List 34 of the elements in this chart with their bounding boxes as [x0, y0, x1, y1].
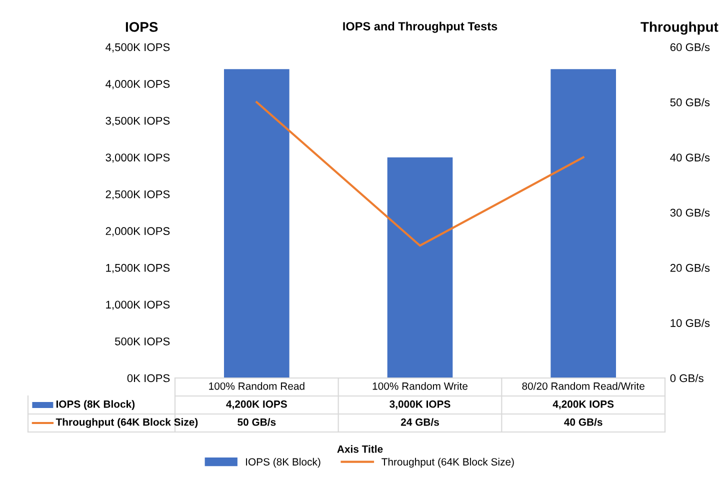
y2-axis-title: Throughput: [640, 22, 718, 35]
y-axis-title: IOPS: [126, 22, 158, 32]
legend-label: Throughput (64K Block Size): [56, 418, 198, 428]
data-label: 4,200K IOPS: [552, 400, 614, 410]
y-tick-label: 2,000K IOPS: [106, 227, 170, 236]
y2-tick-label: 60 GB/s: [670, 42, 710, 52]
y-tick-label: 3,000K IOPS: [106, 154, 170, 163]
y2-tick-label: 10 GB/s: [670, 318, 710, 327]
y2-tick-label: 20 GB/s: [670, 264, 710, 272]
y-tick-label: 1,500K IOPS: [106, 264, 170, 274]
y2-tick-label: 40 GB/s: [670, 153, 710, 162]
data-label: 3,000K IOPS: [390, 400, 450, 410]
data-label: 4,200K IOPS: [226, 400, 287, 410]
y-tick-label: 4,000K IOPS: [106, 80, 170, 90]
chart-title: IOPS and Throughput Tests: [343, 22, 498, 33]
y-tick-label: 4,500K IOPS: [106, 43, 170, 52]
data-label: 24 GB/s: [400, 418, 439, 426]
data-label: 50 GB/s: [238, 418, 276, 426]
text: IOPS (8K Block): [56, 400, 135, 410]
y-tick-label: 2,500K IOPS: [106, 190, 170, 200]
y-tick-label: 3,500K IOPS: [106, 116, 170, 126]
y2-tick-label: 30 GB/s: [670, 208, 710, 217]
y2-tick-label: 0 GB/s: [670, 374, 704, 382]
x-tick-label: 100% Random Write: [372, 382, 468, 390]
y-tick-label: 1,000K IOPS: [106, 300, 170, 310]
y-tick-label: 0K IOPS: [127, 374, 170, 382]
y2-tick-label: 50 GB/s: [670, 98, 710, 106]
x-tick-label: 100% Random Read: [209, 382, 304, 390]
text: Throughput (64K Block Size): [382, 458, 514, 468]
x-tick-label: 80/20 Random Read/Write: [522, 382, 644, 390]
data-label: 40 GB/s: [564, 418, 602, 426]
y-tick-label: 500K IOPS: [114, 337, 170, 346]
legend-label: IOPS (8K Block): [246, 458, 320, 468]
text: Axis Title: [337, 445, 383, 453]
